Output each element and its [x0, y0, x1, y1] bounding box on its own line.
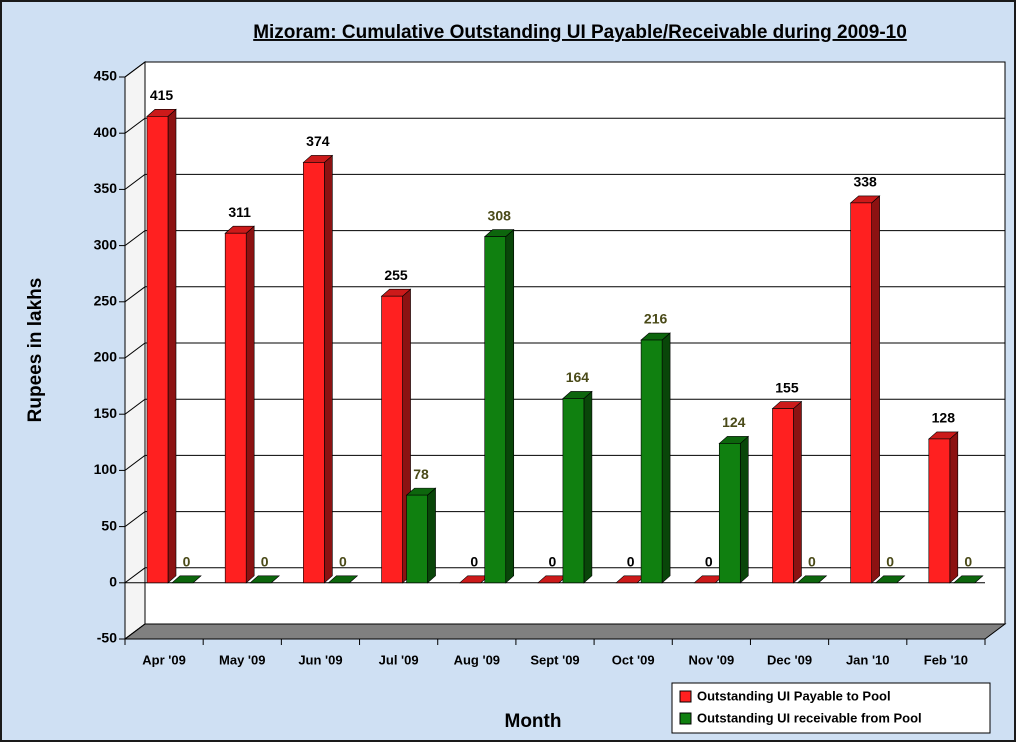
value-label: 155: [775, 379, 799, 395]
bar: [640, 339, 663, 584]
bar: [381, 295, 403, 584]
x-axis-label: Month: [505, 711, 562, 732]
value-label: 0: [261, 554, 269, 570]
x-tick-label: Oct '09: [612, 652, 655, 667]
legend-label: Outstanding UI Payable to Pool: [697, 688, 891, 703]
bar: [224, 232, 247, 584]
grid-line: [124, 623, 1005, 640]
legend-label: Outstanding UI receivable from Pool: [697, 710, 922, 725]
x-tick-label: Sept '09: [530, 652, 579, 667]
value-label: 0: [705, 554, 713, 570]
bar-side: [427, 487, 436, 584]
floor: [123, 623, 1007, 640]
y-tick-label: 50: [101, 517, 117, 533]
value-label: 0: [549, 554, 557, 570]
bar-side: [167, 108, 177, 584]
value-label: 374: [306, 133, 330, 149]
grid-line: [124, 173, 1005, 190]
bar-top: [171, 575, 202, 584]
y-axis-label: Rupees in lakhs: [25, 278, 46, 423]
x-tick-label: Nov '09: [688, 652, 734, 667]
y-tick-label: 150: [94, 405, 118, 421]
bar-side: [245, 225, 255, 584]
x-tick-label: Dec '09: [767, 652, 812, 667]
bar-side: [505, 228, 515, 584]
y-tick-label: 350: [94, 180, 118, 196]
chart-title: Mizoram: Cumulative Outstanding UI Payab…: [253, 22, 907, 43]
bar-top: [249, 575, 280, 584]
legend-swatch: [679, 690, 692, 703]
value-label: 415: [150, 87, 174, 103]
plot: -50 0 50 100 150 200 250 300 350 400 450 Apr '09 May…: [94, 61, 1007, 667]
x-tick-label: Feb '10: [924, 652, 968, 667]
bar: [772, 408, 794, 584]
value-label: 0: [627, 554, 635, 570]
bar: [928, 438, 951, 584]
bar-side: [793, 400, 802, 584]
value-label: 164: [566, 369, 590, 385]
y-tick-label: 450: [94, 68, 118, 84]
y-tick-label: 200: [94, 349, 118, 365]
grid-line: [124, 511, 1005, 527]
bar: [562, 398, 585, 584]
grid-line: [124, 398, 1005, 415]
value-label: 124: [722, 414, 746, 430]
x-tick-label: May '09: [219, 652, 265, 667]
grid-line: [124, 286, 1005, 303]
bar-side: [871, 195, 880, 584]
bar: [718, 443, 741, 584]
x-tick-label: Jan '10: [846, 652, 890, 667]
bar-side: [661, 332, 671, 584]
value-label: 311: [228, 204, 251, 220]
grid-line: [124, 117, 1005, 134]
bar-side: [739, 435, 749, 584]
value-label: 338: [853, 174, 877, 190]
grid-line: [124, 230, 1005, 247]
x-tick-label: Jul '09: [379, 652, 419, 667]
value-label: 255: [384, 267, 408, 283]
bar: [484, 236, 507, 584]
y-tick-label: 400: [94, 124, 118, 140]
bar-top: [796, 575, 828, 584]
bar-side: [949, 431, 959, 584]
value-label: 0: [470, 554, 478, 570]
value-label: 128: [932, 410, 956, 426]
bar: [146, 116, 169, 584]
value-label: 0: [964, 554, 972, 570]
bar-top: [327, 575, 359, 584]
value-label: 0: [339, 554, 347, 570]
value-label: 0: [808, 554, 816, 570]
bar-top: [874, 575, 906, 584]
bar: [406, 494, 428, 584]
bar-side: [583, 390, 593, 584]
grid-line: [124, 342, 1005, 359]
legend: [671, 682, 991, 734]
bar: [303, 162, 325, 584]
y-tick-label: -50: [97, 630, 117, 646]
grid-line: [124, 61, 1005, 78]
grid-line: [124, 567, 1005, 584]
x-tick-label: Aug '09: [454, 652, 500, 667]
bar: [850, 202, 872, 584]
y-tick-label: 250: [94, 293, 118, 309]
value-label: 308: [488, 207, 512, 223]
y-tick-label: 0: [109, 574, 117, 590]
x-tick-label: Jun '09: [298, 652, 342, 667]
y-tick-label: 300: [94, 236, 118, 252]
bar-side: [324, 154, 333, 584]
bar-top: [953, 575, 984, 584]
value-label: 78: [413, 466, 429, 482]
x-tick-label: Apr '09: [142, 652, 186, 667]
legend-swatch: [679, 712, 692, 725]
value-label: 216: [644, 311, 668, 327]
grid-line: [124, 454, 1005, 471]
value-label: 0: [183, 554, 191, 570]
value-label: 0: [886, 554, 894, 570]
y-tick-label: 100: [94, 461, 118, 477]
